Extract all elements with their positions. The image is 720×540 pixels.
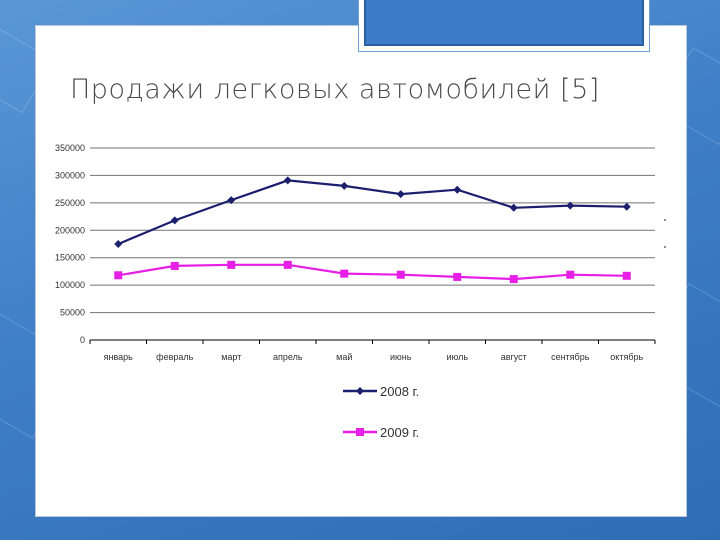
x-tick-label: январь <box>104 352 134 362</box>
data-point <box>509 203 518 212</box>
legend-swatch-marker <box>356 428 364 436</box>
legend-swatch-marker <box>356 387 364 395</box>
data-point <box>622 202 631 211</box>
y-tick-label: 350000 <box>55 143 85 153</box>
data-point <box>170 216 179 225</box>
top-decorative-frame <box>358 0 650 52</box>
x-tick-label: май <box>336 352 352 362</box>
legend-label: 2008 г. <box>380 384 419 399</box>
x-tick-label: сентябрь <box>551 352 590 362</box>
data-point <box>170 261 179 270</box>
data-point <box>509 275 518 284</box>
y-tick-label: 150000 <box>55 253 85 263</box>
y-tick-label: 300000 <box>55 170 85 180</box>
legend-label: 2009 г. <box>380 425 419 440</box>
data-point <box>396 190 405 199</box>
x-tick-label: апрель <box>273 352 303 362</box>
data-point <box>340 181 349 190</box>
data-point <box>283 260 292 269</box>
x-tick-label: август <box>501 352 527 362</box>
data-point <box>227 196 236 205</box>
top-decorative-frame-inner <box>364 0 644 46</box>
x-tick-label: октябрь <box>610 352 643 362</box>
x-tick-label: июнь <box>390 352 412 362</box>
data-point <box>396 270 405 279</box>
series-line <box>118 263 627 281</box>
y-tick-label: 250000 <box>55 198 85 208</box>
data-point <box>114 271 123 280</box>
slide-title: Продажи легковых автомобилей [5] <box>70 74 600 105</box>
data-point <box>283 176 292 185</box>
y-tick-label: 0 <box>80 335 85 345</box>
x-tick-label: июль <box>446 352 468 362</box>
data-point <box>227 260 236 269</box>
y-tick-label: 50000 <box>60 308 85 318</box>
data-point <box>566 201 575 210</box>
x-tick-label: март <box>221 352 241 362</box>
data-point <box>566 270 575 279</box>
y-tick-label: 100000 <box>55 280 85 290</box>
x-tick-label: февраль <box>156 352 193 362</box>
edge-mark <box>664 219 666 221</box>
data-point <box>114 240 123 248</box>
y-tick-label: 200000 <box>55 225 85 235</box>
data-point <box>622 271 631 280</box>
data-point <box>453 185 462 194</box>
data-point <box>453 272 462 281</box>
series-line <box>117 179 627 246</box>
edge-mark <box>664 246 666 248</box>
data-point <box>340 269 349 278</box>
